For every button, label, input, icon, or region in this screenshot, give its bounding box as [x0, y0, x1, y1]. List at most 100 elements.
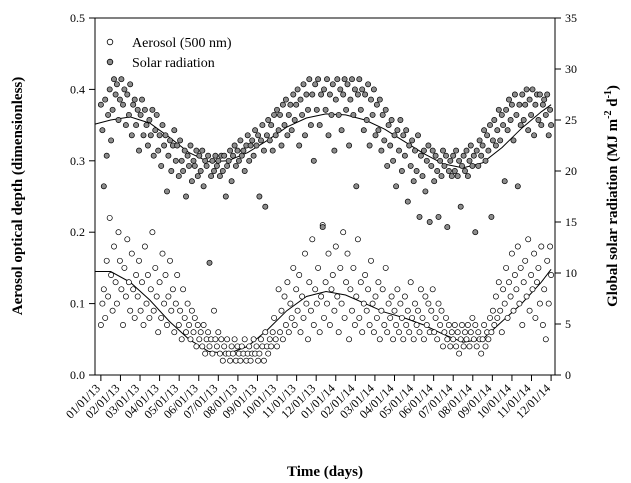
- solar-point: [105, 111, 112, 118]
- solar-point: [197, 168, 204, 174]
- aerosol-point: [299, 293, 306, 300]
- solar-point: [213, 162, 220, 169]
- aerosol-point: [470, 336, 477, 343]
- aerosol-point: [406, 329, 413, 336]
- legend: Aerosol (500 nm) Solar radiation: [106, 36, 232, 71]
- solar-point: [376, 96, 383, 103]
- aerosol-point: [500, 286, 507, 293]
- solar-point: [346, 142, 353, 149]
- aerosol-point: [365, 286, 372, 293]
- aerosol-point: [523, 293, 530, 300]
- solar-point: [310, 157, 317, 164]
- solar-point: [391, 132, 398, 139]
- solar-point: [206, 259, 213, 266]
- plot-frame: [94, 17, 556, 376]
- solar-point: [337, 86, 344, 93]
- solar-point: [388, 117, 395, 123]
- aerosol-point: [103, 257, 110, 264]
- solar-point: [404, 198, 411, 205]
- aerosol-point: [369, 300, 376, 307]
- aerosol-point: [520, 279, 527, 286]
- aerosol-point: [397, 300, 404, 307]
- solar-point: [281, 122, 288, 129]
- aerosol-point: [407, 279, 414, 286]
- solar-point: [231, 142, 238, 149]
- solar-point: [369, 111, 376, 118]
- solar-point: [385, 122, 392, 129]
- solar-point: [466, 157, 473, 164]
- aerosol-point: [460, 343, 467, 350]
- solar-point: [227, 147, 234, 154]
- solar-point: [260, 147, 267, 154]
- solar-point: [121, 86, 128, 93]
- solar-point: [155, 147, 162, 154]
- aerosol-point: [321, 314, 327, 321]
- aerosol-point: [503, 264, 510, 271]
- aerosol-point: [390, 336, 397, 343]
- solar-point: [106, 86, 113, 93]
- solar-point: [415, 132, 421, 139]
- aerosol-point: [526, 307, 533, 314]
- solar-point: [297, 96, 304, 103]
- solar-point: [131, 96, 138, 103]
- solar-point: [249, 137, 256, 144]
- solar-point: [340, 91, 347, 98]
- aerosol-point: [294, 307, 301, 314]
- aerosol-point: [379, 286, 386, 293]
- aerosol-point: [199, 343, 206, 350]
- aerosol-point: [131, 314, 138, 321]
- solar-point: [256, 193, 263, 200]
- right-tick-label: 15: [565, 215, 577, 229]
- aerosol-point: [111, 243, 117, 250]
- aerosol-point: [464, 322, 471, 328]
- solar-point: [134, 106, 141, 113]
- solar-point: [440, 147, 446, 154]
- aerosol-point: [547, 243, 554, 250]
- aerosol-point: [265, 350, 272, 357]
- aerosol-point: [238, 343, 245, 350]
- solar-point: [266, 137, 273, 144]
- aerosol-point: [469, 314, 476, 321]
- solar-point: [479, 142, 486, 149]
- aerosol-point: [250, 336, 257, 343]
- aerosol-point: [482, 343, 489, 350]
- aerosol-point: [354, 236, 361, 243]
- right-tick-label: 30: [565, 62, 577, 76]
- solar-point: [363, 117, 370, 123]
- solar-point: [403, 127, 410, 134]
- solar-point: [133, 122, 140, 129]
- solar-point: [420, 147, 427, 154]
- solar-point: [531, 132, 538, 139]
- aerosol-point: [501, 300, 508, 307]
- solar-point: [457, 203, 464, 210]
- solar-point: [190, 157, 197, 164]
- left-tick-label: 0.5: [70, 11, 85, 25]
- aerosol-point: [168, 307, 175, 314]
- solar-point: [212, 152, 219, 159]
- aerosol-point: [272, 336, 279, 343]
- right-tick-label: 10: [565, 266, 577, 280]
- solar-point: [459, 162, 465, 169]
- solar-point: [460, 152, 467, 159]
- solar-point: [136, 147, 142, 154]
- aerosol-point: [467, 329, 474, 336]
- aerosol-point: [105, 293, 112, 300]
- aerosol-point: [316, 329, 323, 336]
- aerosol-point: [313, 300, 320, 307]
- solar-point: [422, 188, 429, 195]
- solar-point: [523, 86, 530, 93]
- aerosol-point: [224, 336, 231, 343]
- aerosol-point: [346, 336, 353, 343]
- aerosol-point: [409, 314, 416, 321]
- aerosol-point: [525, 236, 532, 243]
- solar-point: [318, 91, 325, 98]
- aerosol-point: [491, 322, 498, 328]
- right-axis: 0 5 10 15 20 25 30 35: [555, 11, 577, 382]
- aerosol-point: [322, 279, 329, 286]
- aerosol-point: [497, 307, 504, 314]
- solar-point: [417, 152, 424, 159]
- solar-point: [194, 173, 201, 180]
- solar-point: [102, 96, 109, 103]
- aerosol-point: [416, 329, 423, 336]
- aerosol-point: [109, 307, 116, 314]
